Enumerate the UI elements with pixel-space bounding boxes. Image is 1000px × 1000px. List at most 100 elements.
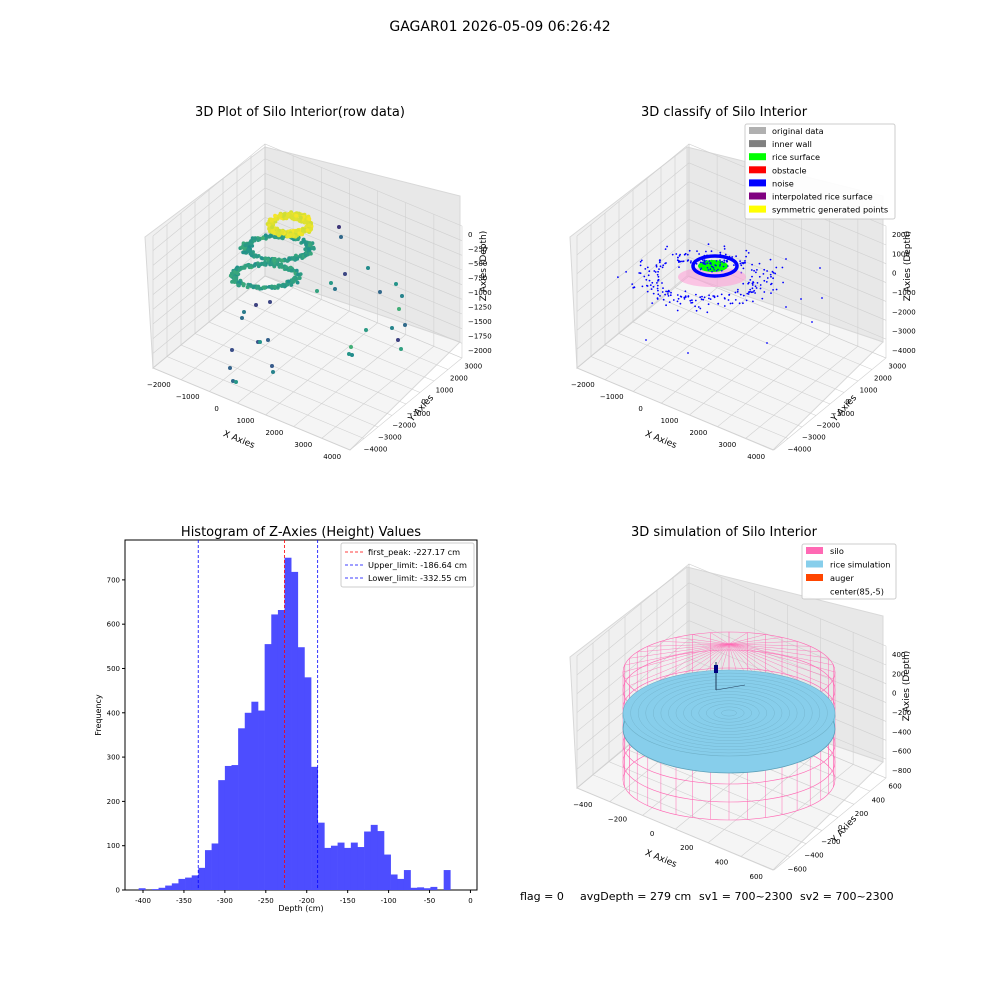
histogram-y-tick-label: 300 bbox=[107, 754, 120, 762]
histogram-panel: Histogram of Z-Axies (Height) Values -40… bbox=[94, 525, 478, 913]
raw-point bbox=[307, 247, 311, 251]
raw-point bbox=[329, 281, 333, 285]
classify-noise-point bbox=[723, 305, 726, 307]
raw-z-tick: −2000 bbox=[468, 347, 492, 355]
silo-roof-line bbox=[728, 643, 811, 647]
classify-noise-point bbox=[662, 298, 665, 301]
classify-noise-point bbox=[638, 272, 641, 274]
raw-point bbox=[255, 285, 259, 290]
classify-noise-point bbox=[687, 352, 689, 354]
classify-noise-point bbox=[775, 266, 778, 269]
classify-legend-swatch bbox=[749, 192, 766, 200]
classify-noise-point bbox=[657, 275, 660, 278]
classify-x-tick: −1000 bbox=[600, 393, 624, 401]
raw-point bbox=[399, 347, 403, 351]
raw-x-tick: 4000 bbox=[323, 453, 341, 461]
classify-noise-point bbox=[687, 259, 690, 261]
classify-noise-point bbox=[653, 270, 656, 272]
raw-point bbox=[337, 225, 341, 229]
rice-mesh-ring bbox=[713, 706, 745, 720]
raw-z-ticks: 0 −250 −500 −750 −1000 −1250 −1500 −1750 −2000 bbox=[468, 231, 492, 355]
histogram-x-label: Depth (cm) bbox=[278, 904, 323, 913]
classify-noise-point bbox=[723, 259, 725, 262]
classify-noise-point bbox=[708, 297, 710, 300]
raw-point bbox=[271, 257, 276, 261]
histogram-bar bbox=[165, 885, 173, 890]
classify-noise-point bbox=[742, 282, 745, 285]
silo-roof-line bbox=[728, 641, 798, 645]
classify-noise-point bbox=[654, 271, 657, 273]
auger-marker bbox=[714, 662, 746, 691]
classify-noise-point bbox=[752, 291, 754, 293]
classify-noise-point bbox=[707, 303, 710, 306]
classify-noise-point bbox=[734, 291, 737, 294]
histogram-bar bbox=[377, 831, 385, 890]
raw-point bbox=[390, 326, 394, 330]
raw-point bbox=[307, 223, 312, 228]
simulation-x-tick: −400 bbox=[573, 801, 592, 809]
classify-zgrid-line bbox=[576, 200, 887, 293]
classify-noise-point bbox=[742, 302, 744, 305]
classify-noise-point bbox=[655, 264, 658, 267]
auger-head bbox=[714, 665, 718, 673]
histogram-bar bbox=[364, 831, 372, 890]
classify-z-tick: −2000 bbox=[892, 308, 916, 316]
classify-noise-point bbox=[737, 288, 739, 291]
classify-z-tick: 2000 bbox=[892, 231, 910, 239]
raw-x-tick: 3000 bbox=[294, 441, 312, 449]
raw-y-tick: −3000 bbox=[378, 434, 402, 442]
raw-z-tick: −1750 bbox=[468, 333, 492, 341]
classify-noise-point bbox=[667, 295, 670, 297]
raw-point bbox=[235, 267, 239, 272]
classify-noise-point bbox=[724, 297, 726, 300]
classify-noise-point bbox=[716, 295, 719, 298]
classify-x-tick: 2000 bbox=[689, 429, 707, 437]
classify-noise-point bbox=[751, 282, 754, 285]
simulation-legend-entries: silo rice simulation auger center(85,-5) bbox=[806, 546, 890, 597]
simulation-y-tick: 400 bbox=[872, 796, 885, 804]
classify-noise-point bbox=[770, 275, 772, 278]
classify-noise-point bbox=[712, 267, 715, 269]
classify-noise-point bbox=[652, 285, 655, 288]
raw-point bbox=[294, 229, 299, 234]
histogram-legend-box bbox=[340, 542, 475, 588]
simulation-zgrid-line bbox=[576, 582, 887, 676]
classify-noise-point bbox=[710, 250, 713, 253]
raw-y-tick: 1000 bbox=[436, 386, 454, 394]
raw-point bbox=[254, 303, 258, 307]
classify-noise-point bbox=[666, 245, 668, 248]
classify-noise-point bbox=[772, 289, 774, 291]
raw-point bbox=[378, 290, 382, 294]
classify-noise-point bbox=[746, 292, 749, 295]
classify-noise-point bbox=[751, 287, 754, 290]
classify-y-ticks: 3000 2000 1000 0 −1000 −2000 −3000 −4000 bbox=[788, 363, 907, 454]
raw-x-tick: −1000 bbox=[176, 393, 200, 401]
histogram-bar bbox=[218, 780, 226, 890]
classify-noise-point bbox=[661, 282, 663, 284]
raw-x-tick: 1000 bbox=[237, 417, 255, 425]
simulation-x-tick: −200 bbox=[608, 815, 627, 823]
classify-noise-point bbox=[679, 302, 682, 305]
silo-roof-line bbox=[629, 643, 730, 659]
histogram-title: Histogram of Z-Axies (Height) Values bbox=[181, 525, 421, 540]
classify-noise-point bbox=[639, 272, 642, 275]
classify-noise-point bbox=[771, 270, 774, 273]
histogram-x-tick-label: -100 bbox=[381, 897, 397, 905]
raw-point bbox=[294, 213, 299, 218]
classify-noise-point bbox=[745, 299, 748, 302]
raw-point bbox=[270, 364, 274, 368]
classify-noise-point bbox=[751, 275, 753, 278]
simulation-y-tick: −200 bbox=[821, 838, 840, 846]
classify-noise-point bbox=[709, 268, 712, 270]
raw-zgrid-line bbox=[152, 231, 463, 325]
histogram-bar bbox=[291, 571, 299, 890]
silo-roof-line bbox=[728, 634, 766, 645]
classify-legend-label: original data bbox=[772, 126, 824, 136]
rice-simulation-surface bbox=[622, 669, 836, 774]
classify-noise-point bbox=[655, 265, 658, 268]
classify-y-tick: 1000 bbox=[860, 386, 878, 394]
rice-mesh-ring bbox=[645, 679, 813, 747]
classify-noise-point bbox=[739, 262, 742, 265]
classify-y-tick: 3000 bbox=[888, 363, 906, 371]
simulation-y-tick: 0 bbox=[838, 824, 842, 832]
